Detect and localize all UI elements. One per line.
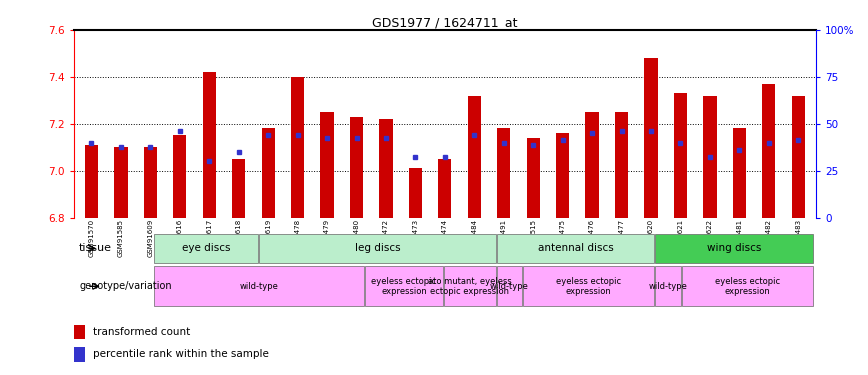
Text: eyeless ectopic
expression: eyeless ectopic expression bbox=[556, 277, 621, 296]
Text: antennal discs: antennal discs bbox=[537, 243, 614, 254]
Bar bbox=[232, 159, 246, 218]
Text: wild-type: wild-type bbox=[490, 282, 529, 291]
Bar bbox=[365, 266, 443, 306]
Bar bbox=[438, 159, 451, 218]
Title: GDS1977 / 1624711_at: GDS1977 / 1624711_at bbox=[372, 16, 517, 29]
Text: percentile rank within the sample: percentile rank within the sample bbox=[94, 350, 269, 359]
Bar bbox=[154, 266, 364, 306]
Text: eye discs: eye discs bbox=[181, 243, 230, 254]
Bar bbox=[703, 96, 716, 218]
Text: leg discs: leg discs bbox=[355, 243, 400, 254]
Bar bbox=[261, 128, 275, 217]
Bar bbox=[115, 147, 128, 218]
Bar bbox=[444, 266, 496, 306]
Bar bbox=[615, 112, 628, 218]
Bar bbox=[497, 128, 510, 217]
Bar bbox=[468, 96, 481, 218]
Text: ato mutant, eyeless
ectopic expression: ato mutant, eyeless ectopic expression bbox=[428, 277, 512, 296]
Bar bbox=[154, 234, 258, 263]
Bar bbox=[586, 112, 599, 218]
Bar bbox=[655, 266, 681, 306]
Bar bbox=[681, 266, 812, 306]
Bar bbox=[527, 138, 540, 218]
Bar bbox=[644, 58, 658, 217]
Bar bbox=[409, 168, 422, 217]
Bar bbox=[674, 93, 687, 218]
Text: tissue: tissue bbox=[79, 243, 112, 254]
Bar bbox=[202, 72, 216, 217]
Bar bbox=[144, 147, 157, 218]
Bar bbox=[74, 325, 84, 339]
Bar bbox=[74, 347, 84, 362]
Text: eyeless ectopic
expression: eyeless ectopic expression bbox=[372, 277, 437, 296]
Bar bbox=[792, 96, 805, 218]
Bar bbox=[350, 117, 363, 218]
Text: transformed count: transformed count bbox=[94, 327, 191, 337]
Text: wild-type: wild-type bbox=[648, 282, 687, 291]
Bar bbox=[496, 266, 523, 306]
Bar bbox=[496, 234, 654, 263]
Bar bbox=[174, 135, 187, 218]
Bar bbox=[655, 234, 812, 263]
Bar bbox=[291, 77, 304, 218]
Bar bbox=[260, 234, 496, 263]
Text: wing discs: wing discs bbox=[707, 243, 761, 254]
Bar bbox=[85, 145, 98, 218]
Bar bbox=[762, 84, 775, 218]
Bar bbox=[733, 128, 746, 217]
Bar bbox=[523, 266, 654, 306]
Text: eyeless ectopic
expression: eyeless ectopic expression bbox=[714, 277, 779, 296]
Text: wild-type: wild-type bbox=[240, 282, 278, 291]
Bar bbox=[556, 133, 569, 218]
Bar bbox=[320, 112, 333, 218]
Bar bbox=[379, 119, 392, 218]
Text: genotype/variation: genotype/variation bbox=[79, 281, 172, 291]
